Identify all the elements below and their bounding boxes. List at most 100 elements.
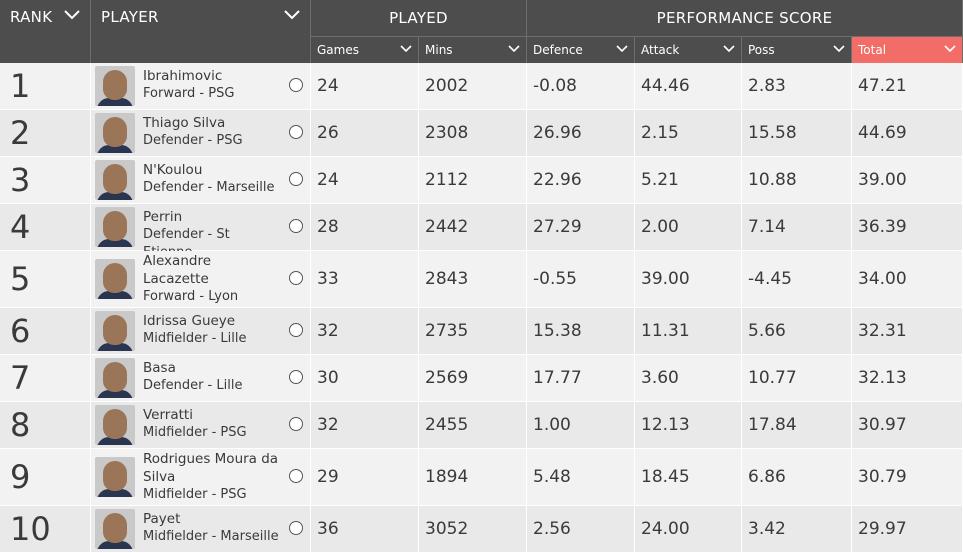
mins-cell: 2735: [419, 308, 527, 355]
poss-cell: 15.58: [742, 110, 852, 157]
attack-cell: 2.00: [635, 204, 742, 251]
player-photo: [95, 207, 135, 247]
attack-cell: 12.13: [635, 402, 742, 449]
poss-cell: 2.83: [742, 63, 852, 110]
compare-radio[interactable]: [289, 370, 303, 384]
poss-column-header[interactable]: Poss: [742, 36, 852, 63]
player-name: N'Koulou: [143, 162, 203, 178]
player-photo: [95, 358, 135, 398]
played-group-header: PLAYED: [311, 0, 527, 36]
defence-cell: 15.38: [527, 308, 635, 355]
rank-cell: 4: [0, 204, 91, 251]
chevron-down-icon[interactable]: [284, 10, 300, 20]
chevron-down-icon[interactable]: [64, 10, 80, 20]
total-cell: 32.13: [852, 355, 963, 402]
table-row[interactable]: 8 Verratti Midfielder - PSG 32 2455 1.00…: [0, 402, 963, 449]
player-cell: Perrin Defender - St Etienne: [91, 204, 311, 260]
compare-radio[interactable]: [289, 417, 303, 431]
table-row[interactable]: 6 Idrissa Gueye Midfielder - Lille 32 27…: [0, 308, 963, 355]
table-row[interactable]: 1 Ibrahimovic Forward - PSG 24 2002 -0.0…: [0, 63, 963, 110]
attack-cell: 24.00: [635, 506, 742, 553]
mins-column-label: Mins: [425, 43, 453, 57]
poss-cell: 10.77: [742, 355, 852, 402]
attack-cell: 2.15: [635, 110, 742, 157]
player-header[interactable]: PLAYER: [91, 0, 311, 63]
games-cell: 32: [311, 308, 419, 355]
player-cell: Alexandre Lacazette Forward - Lyon: [91, 251, 311, 308]
chevron-down-icon[interactable]: [833, 45, 845, 53]
compare-radio[interactable]: [289, 125, 303, 139]
defence-cell: 1.00: [527, 402, 635, 449]
poss-cell: 3.42: [742, 506, 852, 553]
player-role: Midfielder - Marseille: [143, 529, 279, 544]
compare-radio[interactable]: [289, 172, 303, 186]
games-cell: 28: [311, 204, 419, 251]
table-row[interactable]: 2 Thiago Silva Defender - PSG 26 2308 26…: [0, 110, 963, 157]
games-cell: 26: [311, 110, 419, 157]
player-name: Rodrigues Moura da Silva: [143, 451, 279, 485]
mins-cell: 1894: [419, 449, 527, 506]
player-cell: N'Koulou Defender - Marseille: [91, 157, 311, 204]
defence-cell: -0.55: [527, 251, 635, 308]
player-photo: [95, 259, 135, 299]
defence-cell: 17.77: [527, 355, 635, 402]
mins-cell: 2442: [419, 204, 527, 251]
player-name: Alexandre Lacazette: [143, 253, 212, 287]
total-cell: 34.00: [852, 251, 963, 308]
games-cell: 29: [311, 449, 419, 506]
player-name: Payet: [143, 511, 181, 527]
table-row[interactable]: 4 Perrin Defender - St Etienne 28 2442 2…: [0, 204, 963, 260]
total-cell: 30.79: [852, 449, 963, 506]
attack-column-header[interactable]: Attack: [635, 36, 742, 63]
player-cell: Payet Midfielder - Marseille: [91, 506, 311, 553]
player-role: Defender - Lille: [143, 378, 243, 393]
poss-cell: 5.66: [742, 308, 852, 355]
player-name: Perrin: [143, 209, 183, 225]
rank-header[interactable]: RANK: [0, 0, 91, 63]
games-column-header[interactable]: Games: [311, 36, 419, 63]
total-cell: 44.69: [852, 110, 963, 157]
mins-cell: 2308: [419, 110, 527, 157]
poss-column-label: Poss: [748, 43, 775, 57]
rank-cell: 10: [0, 506, 91, 553]
attack-cell: 39.00: [635, 251, 742, 308]
mins-cell: 2455: [419, 402, 527, 449]
compare-radio[interactable]: [289, 271, 303, 285]
table-row[interactable]: 3 N'Koulou Defender - Marseille 24 2112 …: [0, 157, 963, 204]
table-row[interactable]: 5 Alexandre Lacazette Forward - Lyon 33 …: [0, 251, 963, 308]
defence-column-label: Defence: [533, 43, 583, 57]
total-cell: 30.97: [852, 402, 963, 449]
chevron-down-icon[interactable]: [400, 45, 412, 53]
compare-radio[interactable]: [289, 78, 303, 92]
defence-column-header[interactable]: Defence: [527, 36, 635, 63]
player-name: Verratti: [143, 407, 193, 423]
compare-radio[interactable]: [289, 521, 303, 535]
mins-cell: 3052: [419, 506, 527, 553]
player-role: Midfielder - Lille: [143, 331, 247, 346]
mins-cell: 2843: [419, 251, 527, 308]
poss-cell: 7.14: [742, 204, 852, 251]
games-cell: 24: [311, 63, 419, 110]
compare-radio[interactable]: [289, 469, 303, 483]
player-role: Midfielder - PSG: [143, 425, 247, 440]
chevron-down-icon[interactable]: [508, 45, 520, 53]
player-photo: [95, 311, 135, 351]
chevron-down-icon[interactable]: [944, 45, 956, 53]
total-cell: 32.31: [852, 308, 963, 355]
table-row[interactable]: 9 Rodrigues Moura da Silva Midfielder - …: [0, 449, 963, 506]
player-role: Defender - PSG: [143, 133, 243, 148]
player-role: Defender - Marseille: [143, 180, 275, 195]
mins-column-header[interactable]: Mins: [419, 36, 527, 63]
chevron-down-icon[interactable]: [723, 45, 735, 53]
compare-radio[interactable]: [289, 323, 303, 337]
total-column-header[interactable]: Total: [852, 36, 963, 63]
player-photo: [95, 405, 135, 445]
chevron-down-icon[interactable]: [616, 45, 628, 53]
table-row[interactable]: 10 Payet Midfielder - Marseille 36 3052 …: [0, 506, 963, 553]
attack-column-label: Attack: [641, 43, 680, 57]
table-row[interactable]: 7 Basa Defender - Lille 30 2569 17.77 3.…: [0, 355, 963, 402]
table-body: 1 Ibrahimovic Forward - PSG 24 2002 -0.0…: [0, 63, 963, 553]
player-role: Forward - Lyon: [143, 289, 239, 304]
rank-cell: 3: [0, 157, 91, 204]
compare-radio[interactable]: [289, 219, 303, 233]
